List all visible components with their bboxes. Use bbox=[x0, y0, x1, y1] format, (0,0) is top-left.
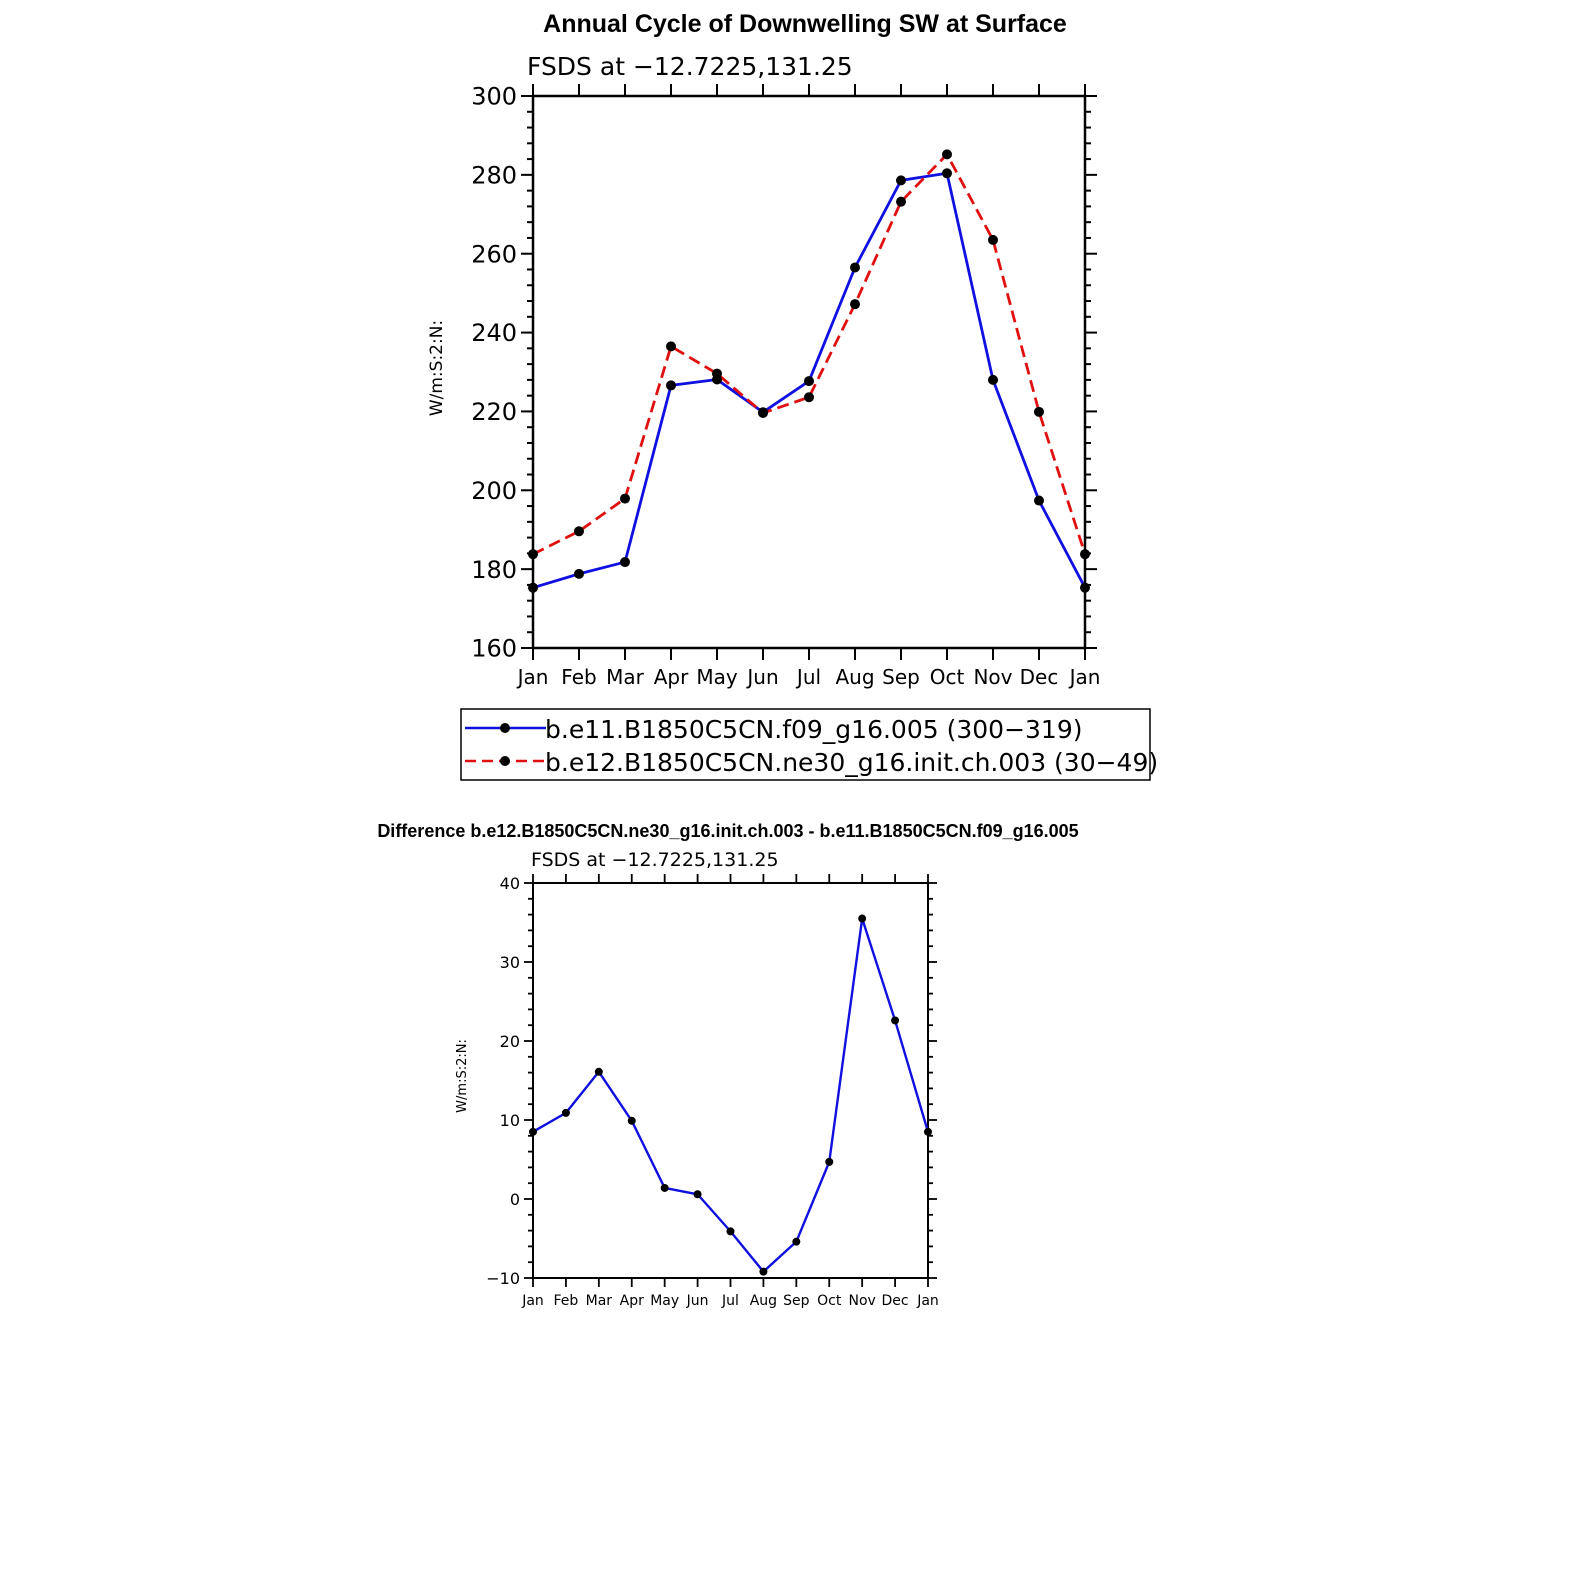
data-point bbox=[942, 149, 952, 160]
data-point bbox=[666, 341, 676, 352]
x-tick-label: Mar bbox=[606, 665, 645, 689]
data-point bbox=[627, 1116, 636, 1125]
data-point bbox=[758, 408, 768, 419]
y-tick-label: 0 bbox=[510, 1190, 520, 1209]
data-point bbox=[620, 493, 630, 504]
x-tick-label: Apr bbox=[654, 665, 689, 689]
data-point bbox=[620, 557, 630, 568]
data-point bbox=[792, 1237, 801, 1246]
x-tick-label: Jun bbox=[686, 1293, 709, 1309]
difference-chart: Difference b.e12.B1850C5CN.ne30_g16.init… bbox=[377, 821, 1078, 1309]
data-point bbox=[594, 1067, 603, 1076]
chart2-title: Difference b.e12.B1850C5CN.ne30_g16.init… bbox=[377, 821, 1078, 841]
x-tick-label: Oct bbox=[817, 1293, 842, 1309]
data-point bbox=[529, 1127, 537, 1136]
y-tick-label: 20 bbox=[500, 1032, 520, 1051]
data-point bbox=[528, 549, 538, 560]
y-tick-label: 240 bbox=[471, 319, 517, 347]
legend-marker-series-1 bbox=[500, 723, 510, 733]
data-point bbox=[804, 392, 814, 403]
y-tick-label: 220 bbox=[471, 398, 517, 426]
data-point bbox=[850, 299, 860, 310]
x-tick-label: Aug bbox=[835, 665, 874, 689]
data-point bbox=[891, 1016, 900, 1025]
x-tick-label: Aug bbox=[750, 1293, 777, 1309]
data-point bbox=[850, 262, 860, 273]
x-tick-label: May bbox=[650, 1293, 679, 1309]
data-point bbox=[660, 1183, 669, 1192]
y-tick-label: 280 bbox=[471, 161, 517, 189]
data-point bbox=[693, 1190, 702, 1199]
data-point bbox=[896, 196, 906, 207]
chart2-y-axis-label: W/m:S:2:N: bbox=[455, 1039, 470, 1113]
legend-box bbox=[460, 708, 1151, 781]
data-point bbox=[988, 234, 998, 245]
chart1-title: Annual Cycle of Downwelling SW at Surfac… bbox=[543, 10, 1067, 38]
data-point bbox=[1080, 549, 1090, 560]
data-point bbox=[942, 168, 952, 179]
data-point bbox=[804, 376, 814, 387]
legend-label-series-1: b.e11.B1850C5CN.f09_g16.005 (300−319) bbox=[545, 715, 1083, 744]
x-tick-label: Jan bbox=[516, 665, 549, 689]
y-tick-label: 40 bbox=[500, 874, 520, 893]
x-tick-label: Dec bbox=[882, 1293, 909, 1309]
data-point bbox=[896, 175, 906, 186]
x-tick-label: Dec bbox=[1020, 665, 1059, 689]
y-tick-label: 30 bbox=[500, 953, 520, 972]
data-point bbox=[924, 1127, 932, 1136]
y-tick-label: 180 bbox=[471, 556, 517, 584]
data-point bbox=[712, 368, 722, 379]
x-tick-label: Jun bbox=[745, 665, 778, 689]
y-tick-label: 10 bbox=[500, 1111, 520, 1130]
data-point bbox=[726, 1227, 735, 1236]
y-tick-label: −10 bbox=[486, 1269, 520, 1288]
chart2-subtitle: FSDS at −12.7225,131.25 bbox=[531, 849, 779, 871]
data-point bbox=[1034, 406, 1044, 417]
chart2-axes: −10 0 10 20 30 40 Jan Feb Mar Apr May Jun Jul Aug Sep O… bbox=[486, 874, 939, 1309]
chart1-legend: b.e11.B1850C5CN.f09_g16.005 (300−319) b.… bbox=[460, 708, 1158, 781]
y-tick-label: 300 bbox=[471, 83, 517, 111]
legend-marker-series-2 bbox=[500, 756, 510, 766]
x-tick-label: Oct bbox=[930, 665, 965, 689]
chart1-y-axis-label: W/m:S:2:N: bbox=[427, 320, 447, 416]
chart1-subtitle: FSDS at −12.7225,131.25 bbox=[527, 52, 853, 81]
x-tick-label: Jul bbox=[795, 665, 821, 689]
series-line-1 bbox=[532, 917, 930, 1273]
data-point bbox=[574, 526, 584, 537]
data-point bbox=[666, 380, 676, 391]
x-tick-label: May bbox=[696, 665, 738, 689]
chart2-series-layer bbox=[529, 914, 932, 1276]
data-point bbox=[574, 568, 584, 579]
data-point bbox=[561, 1108, 570, 1117]
x-tick-label: Feb bbox=[554, 1293, 579, 1309]
x-tick-label: Nov bbox=[849, 1293, 876, 1309]
x-tick-label: Mar bbox=[586, 1293, 613, 1309]
x-tick-label: Jan bbox=[916, 1293, 939, 1309]
data-point bbox=[825, 1157, 834, 1166]
data-point bbox=[988, 374, 998, 385]
legend-label-series-2: b.e12.B1850C5CN.ne30_g16.init.ch.003 (30… bbox=[545, 748, 1158, 777]
y-tick-label: 160 bbox=[471, 635, 517, 663]
chart1-axes: 160 180 200 220 240 260 280 300 Jan Feb Mar Apr May J… bbox=[471, 83, 1100, 689]
data-point bbox=[759, 1267, 768, 1276]
x-tick-label: Jul bbox=[721, 1293, 739, 1309]
x-tick-label: Jan bbox=[521, 1293, 544, 1309]
series-line-2 bbox=[532, 152, 1087, 556]
data-point bbox=[1080, 582, 1090, 593]
x-tick-label: Jan bbox=[1068, 665, 1101, 689]
x-tick-label: Feb bbox=[561, 665, 596, 689]
x-tick-label: Sep bbox=[882, 665, 920, 689]
data-point bbox=[528, 582, 538, 593]
chart1-series-layer bbox=[528, 149, 1090, 593]
y-tick-label: 260 bbox=[471, 240, 517, 268]
x-tick-label: Nov bbox=[973, 665, 1012, 689]
annual-cycle-chart: Annual Cycle of Downwelling SW at Surfac… bbox=[427, 10, 1158, 781]
x-tick-label: Apr bbox=[620, 1293, 644, 1309]
data-point bbox=[1034, 495, 1044, 506]
data-point bbox=[858, 914, 867, 923]
y-tick-label: 200 bbox=[471, 477, 517, 505]
x-tick-label: Sep bbox=[783, 1293, 810, 1309]
